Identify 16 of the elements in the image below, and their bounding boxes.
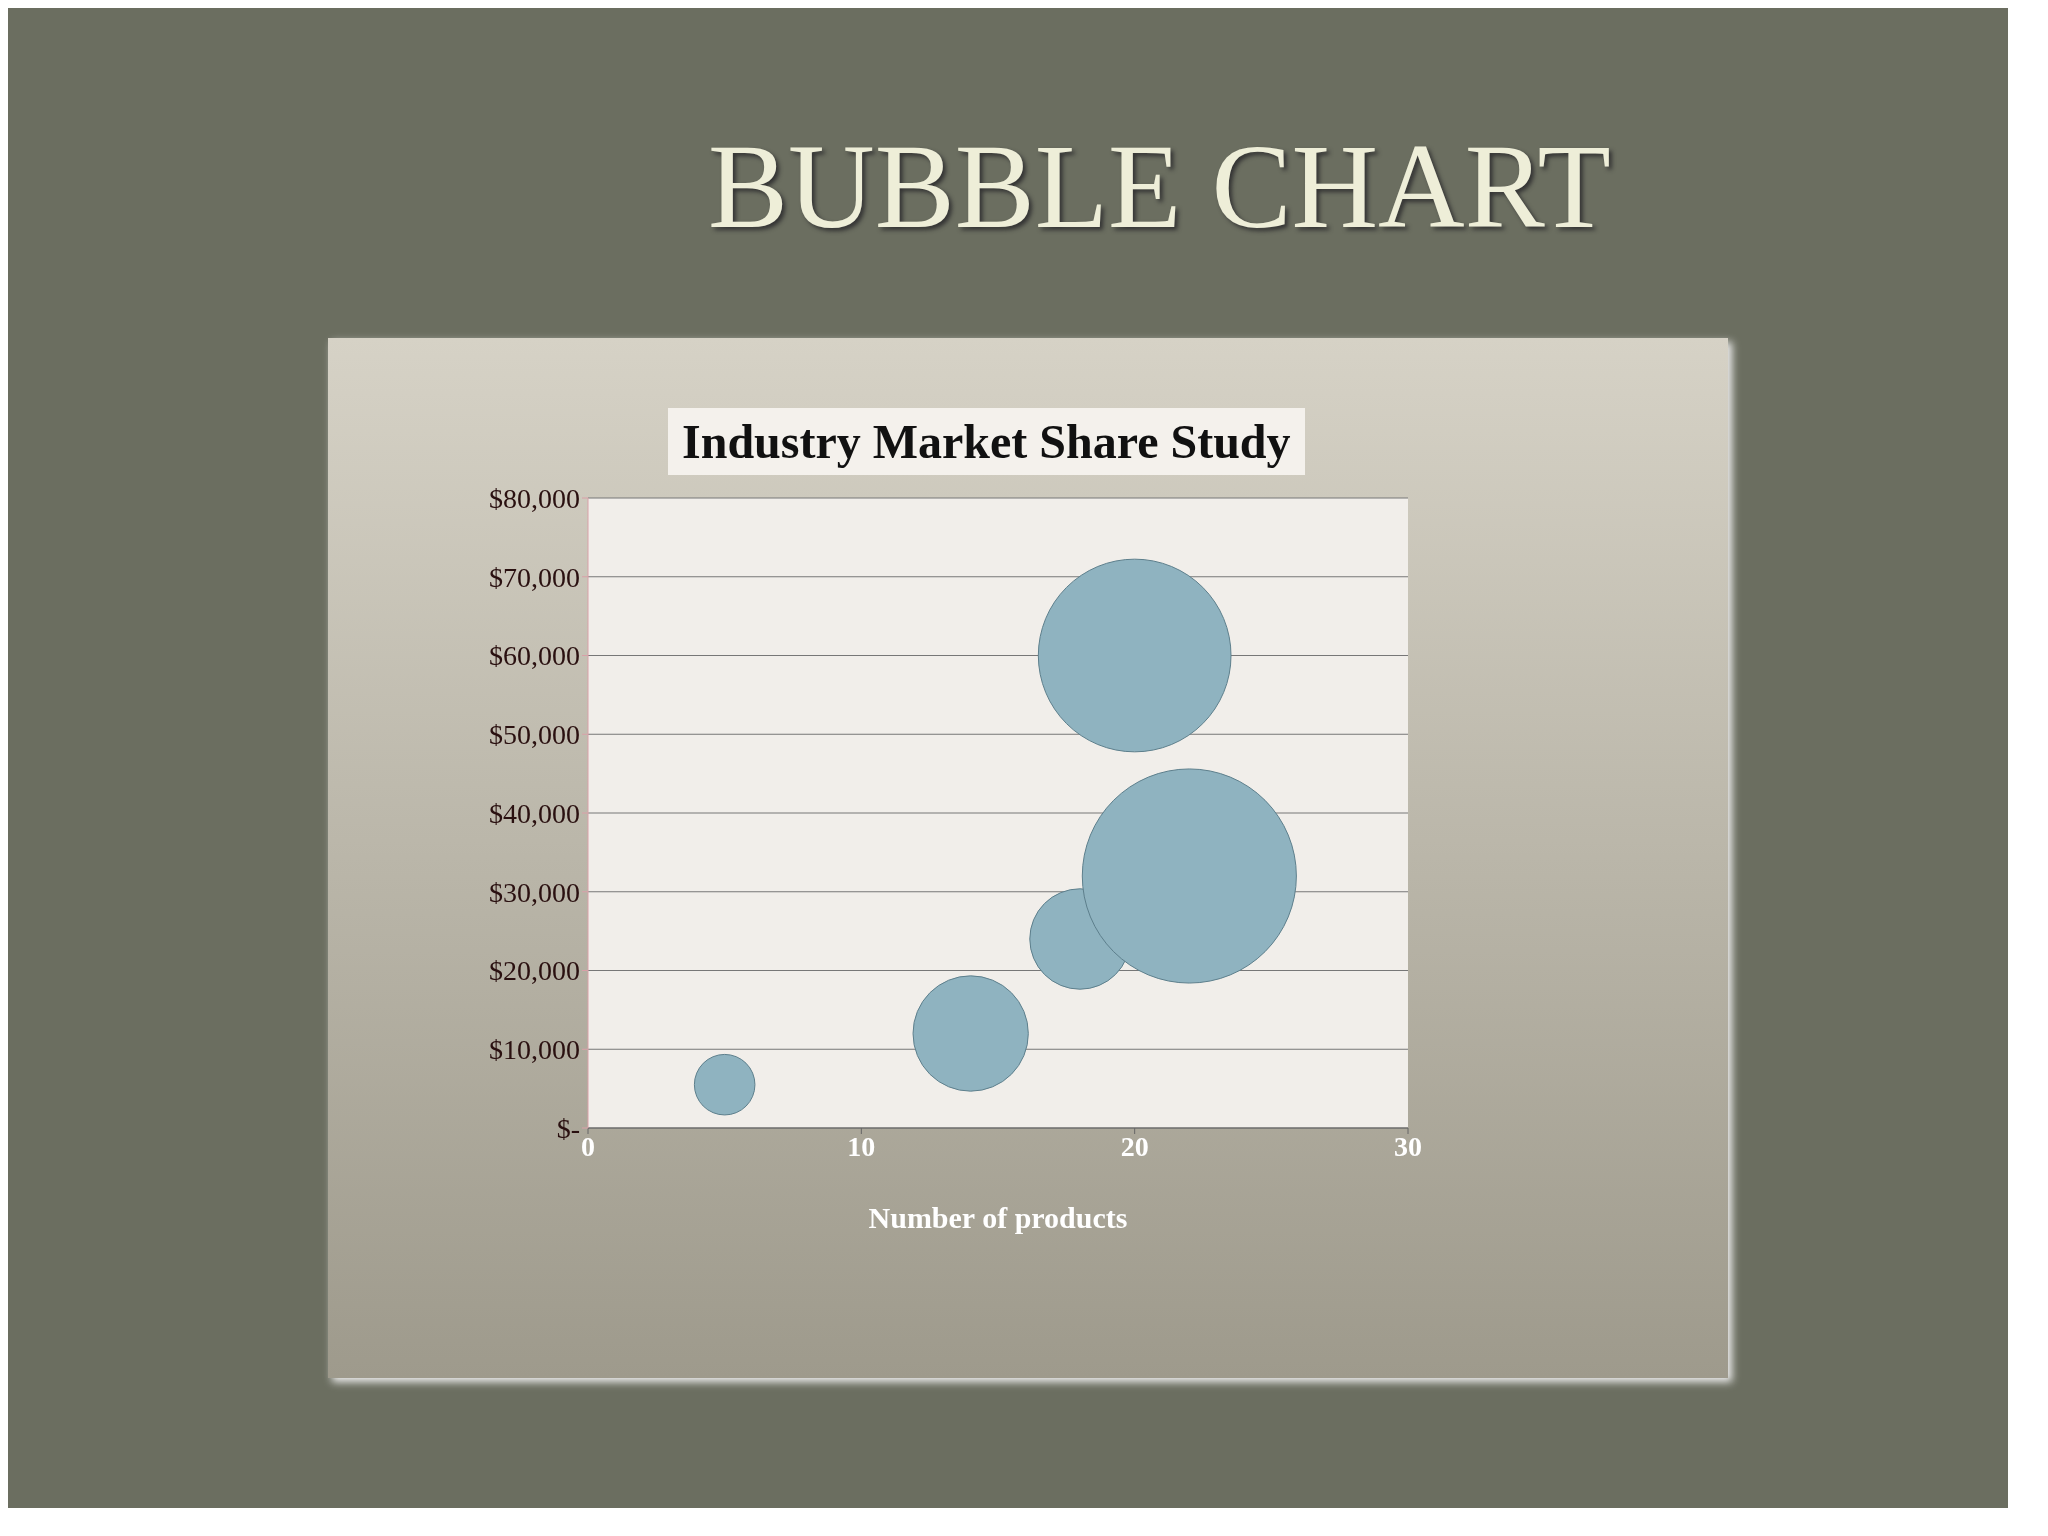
x-axis-title: Number of products: [868, 1201, 1128, 1234]
y-tick-label: $80,000: [489, 482, 580, 514]
chart-subtitle: Industry Market Share Study: [668, 408, 1305, 475]
x-tick-label: 10: [847, 1130, 876, 1162]
y-tick-label: $10,000: [489, 1034, 580, 1066]
x-tick-label: 20: [1120, 1130, 1149, 1162]
x-tick-label: 30: [1394, 1130, 1422, 1162]
chart-title: BUBBLE CHART: [708, 119, 1611, 255]
y-tick-label: $-: [556, 1112, 580, 1144]
y-tick-label: $20,000: [489, 955, 580, 987]
y-tick-label: $40,000: [489, 797, 580, 829]
y-tick-label: $30,000: [489, 876, 580, 908]
y-tick-label: $70,000: [489, 561, 580, 593]
y-tick-label: $60,000: [489, 640, 580, 672]
y-tick-label: $50,000: [489, 719, 580, 751]
x-tick-label: 0: [581, 1130, 595, 1162]
